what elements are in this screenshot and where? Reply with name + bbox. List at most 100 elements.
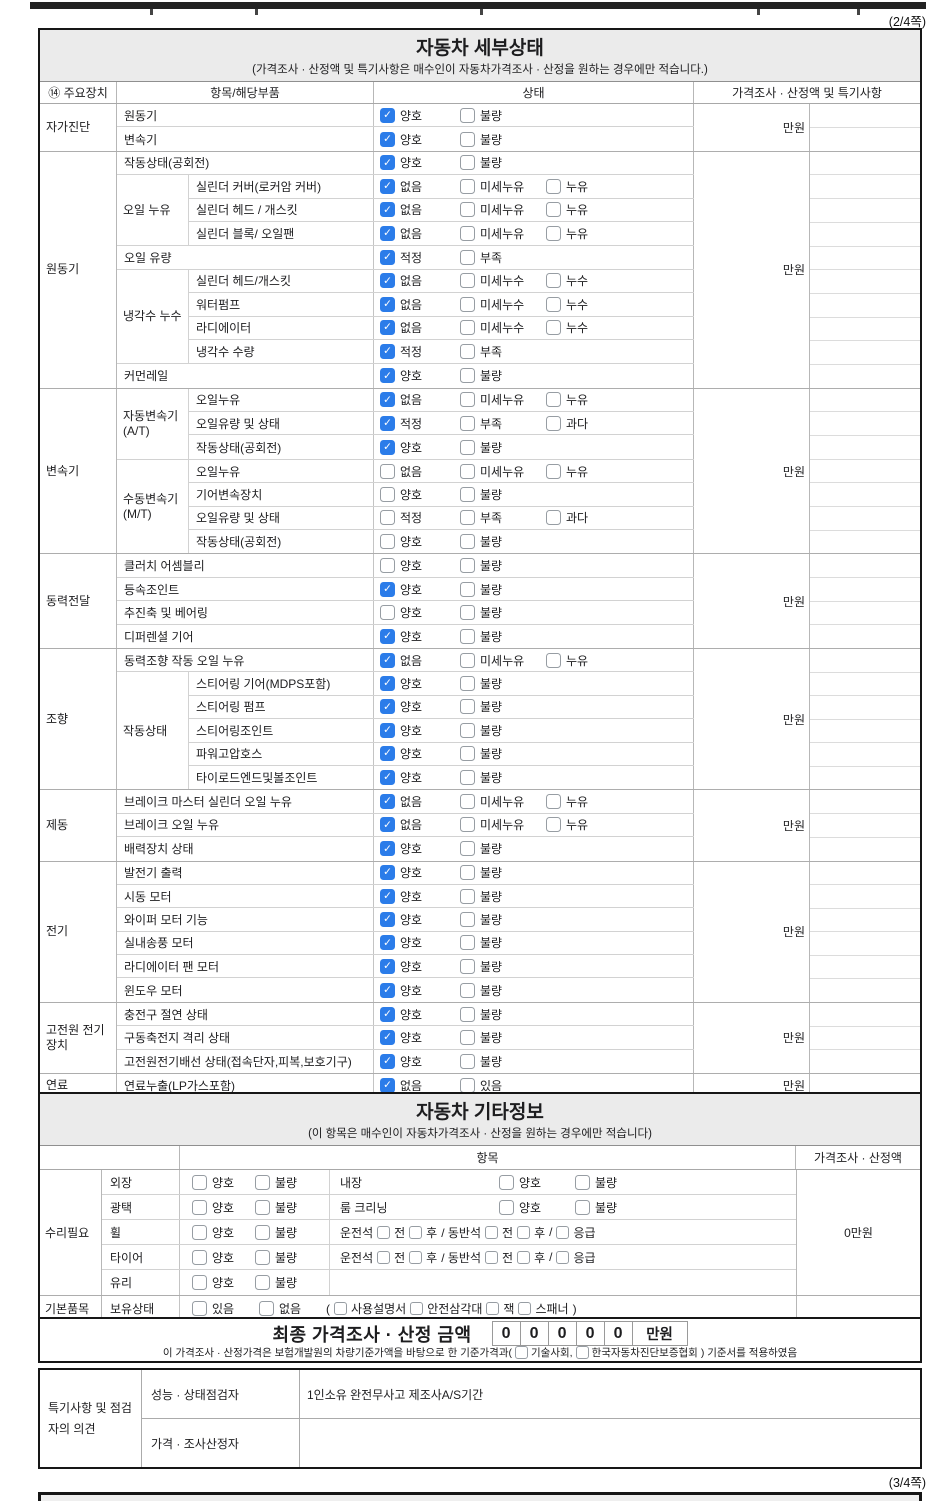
checkbox-unchecked[interactable]: [485, 1225, 499, 1239]
checkbox-unchecked[interactable]: [409, 1250, 423, 1264]
checkbox-unchecked[interactable]: [460, 628, 475, 644]
checkbox-unchecked[interactable]: [460, 911, 475, 927]
checkbox-unchecked[interactable]: [546, 510, 561, 526]
checkbox-checked-icon[interactable]: [380, 770, 395, 786]
checkbox-unchecked[interactable]: [334, 1302, 347, 1315]
checkbox-checked-icon[interactable]: [380, 746, 395, 762]
checkbox-checked-icon[interactable]: [380, 699, 395, 715]
checkbox-unchecked[interactable]: [409, 1225, 423, 1239]
checkbox-checked-icon[interactable]: [380, 344, 395, 360]
checkbox-unchecked[interactable]: [460, 865, 475, 881]
checkbox-unchecked[interactable]: [575, 1199, 590, 1215]
checkbox-checked-icon[interactable]: [380, 392, 395, 408]
checkbox-unchecked[interactable]: [460, 722, 475, 738]
checkbox-unchecked[interactable]: [380, 558, 395, 574]
checkbox-checked-icon[interactable]: [380, 865, 395, 881]
checkbox-checked-icon[interactable]: [380, 226, 395, 242]
checkbox-unchecked[interactable]: [460, 958, 475, 974]
checkbox-unchecked[interactable]: [460, 486, 475, 502]
checkbox-checked-icon[interactable]: [380, 107, 395, 123]
checkbox-checked-icon[interactable]: [380, 155, 395, 171]
price-digit-cell[interactable]: 0: [605, 1322, 633, 1345]
checkbox-unchecked[interactable]: [460, 439, 475, 455]
checkbox-unchecked[interactable]: [460, 699, 475, 715]
checkbox-checked-icon[interactable]: [380, 296, 395, 312]
checkbox-unchecked[interactable]: [380, 604, 395, 620]
checkbox-unchecked[interactable]: [460, 770, 475, 786]
checkbox-unchecked[interactable]: [460, 558, 475, 574]
checkbox-unchecked[interactable]: [460, 817, 475, 833]
checkbox-unchecked[interactable]: [259, 1301, 274, 1316]
checkbox-unchecked[interactable]: [192, 1199, 207, 1215]
checkbox-unchecked[interactable]: [377, 1250, 391, 1264]
checkbox-unchecked[interactable]: [460, 415, 475, 431]
checkbox-unchecked[interactable]: [192, 1249, 207, 1265]
checkbox-unchecked[interactable]: [377, 1225, 391, 1239]
checkbox-unchecked[interactable]: [460, 581, 475, 597]
checkbox-checked-icon[interactable]: [380, 817, 395, 833]
checkbox-unchecked[interactable]: [556, 1225, 570, 1239]
checkbox-checked-icon[interactable]: [380, 415, 395, 431]
checkbox-checked-icon[interactable]: [380, 273, 395, 289]
checkbox-checked-icon[interactable]: [380, 178, 395, 194]
checkbox-unchecked[interactable]: [460, 463, 475, 479]
checkbox-checked-icon[interactable]: [380, 958, 395, 974]
checkbox-unchecked[interactable]: [380, 486, 395, 502]
checkbox-checked-icon[interactable]: [380, 628, 395, 644]
checkbox-checked-icon[interactable]: [380, 722, 395, 738]
checkbox-unchecked[interactable]: [575, 1174, 590, 1190]
checkbox-unchecked[interactable]: [192, 1174, 207, 1190]
checkbox-checked-icon[interactable]: [380, 935, 395, 951]
checkbox-unchecked[interactable]: [517, 1225, 531, 1239]
checkbox-unchecked[interactable]: [460, 888, 475, 904]
checkbox-unchecked[interactable]: [486, 1302, 500, 1315]
checkbox-checked-icon[interactable]: [380, 1029, 395, 1045]
checkbox-checked-icon[interactable]: [380, 841, 395, 857]
checkbox-unchecked[interactable]: [380, 463, 395, 479]
checkbox-unchecked[interactable]: [546, 415, 561, 431]
price-digit-cell[interactable]: 0: [549, 1322, 577, 1345]
checkbox-checked-icon[interactable]: [380, 794, 395, 810]
checkbox-unchecked[interactable]: [380, 510, 395, 526]
price-digit-cell[interactable]: 0: [577, 1322, 605, 1345]
checkbox-unchecked[interactable]: [546, 178, 561, 194]
checkbox-unchecked[interactable]: [460, 178, 475, 194]
price-digit-cell[interactable]: 0: [521, 1322, 549, 1345]
checkbox-checked-icon[interactable]: [380, 320, 395, 336]
checkbox-unchecked[interactable]: [575, 1346, 589, 1359]
checkbox-unchecked[interactable]: [460, 273, 475, 289]
checkbox-unchecked[interactable]: [546, 273, 561, 289]
checkbox-unchecked[interactable]: [460, 250, 475, 266]
checkbox-checked-icon[interactable]: [380, 131, 395, 147]
checkbox-unchecked[interactable]: [546, 817, 561, 833]
checkbox-checked-icon[interactable]: [380, 368, 395, 384]
checkbox-unchecked[interactable]: [546, 463, 561, 479]
checkbox-unchecked[interactable]: [460, 344, 475, 360]
checkbox-unchecked[interactable]: [192, 1275, 207, 1290]
checkbox-unchecked[interactable]: [460, 676, 475, 692]
checkbox-unchecked[interactable]: [460, 1053, 475, 1069]
checkbox-unchecked[interactable]: [556, 1250, 570, 1264]
checkbox-checked-icon[interactable]: [380, 1006, 395, 1022]
checkbox-unchecked[interactable]: [460, 1006, 475, 1022]
checkbox-checked-icon[interactable]: [380, 1078, 395, 1094]
checkbox-checked-icon[interactable]: [380, 676, 395, 692]
checkbox-unchecked[interactable]: [460, 392, 475, 408]
checkbox-unchecked[interactable]: [546, 296, 561, 312]
checkbox-unchecked[interactable]: [485, 1250, 499, 1264]
checkbox-unchecked[interactable]: [460, 1078, 475, 1094]
checkbox-unchecked[interactable]: [546, 320, 561, 336]
checkbox-unchecked[interactable]: [546, 794, 561, 810]
checkbox-checked-icon[interactable]: [380, 581, 395, 597]
checkbox-unchecked[interactable]: [517, 1250, 531, 1264]
checkbox-unchecked[interactable]: [460, 794, 475, 810]
checkbox-checked-icon[interactable]: [380, 202, 395, 218]
checkbox-checked-icon[interactable]: [380, 888, 395, 904]
checkbox-unchecked[interactable]: [192, 1224, 207, 1240]
checkbox-unchecked[interactable]: [460, 534, 475, 550]
checkbox-unchecked[interactable]: [460, 604, 475, 620]
checkbox-unchecked[interactable]: [410, 1302, 424, 1315]
checkbox-unchecked[interactable]: [460, 107, 475, 123]
checkbox-unchecked[interactable]: [460, 320, 475, 336]
checkbox-unchecked[interactable]: [460, 841, 475, 857]
